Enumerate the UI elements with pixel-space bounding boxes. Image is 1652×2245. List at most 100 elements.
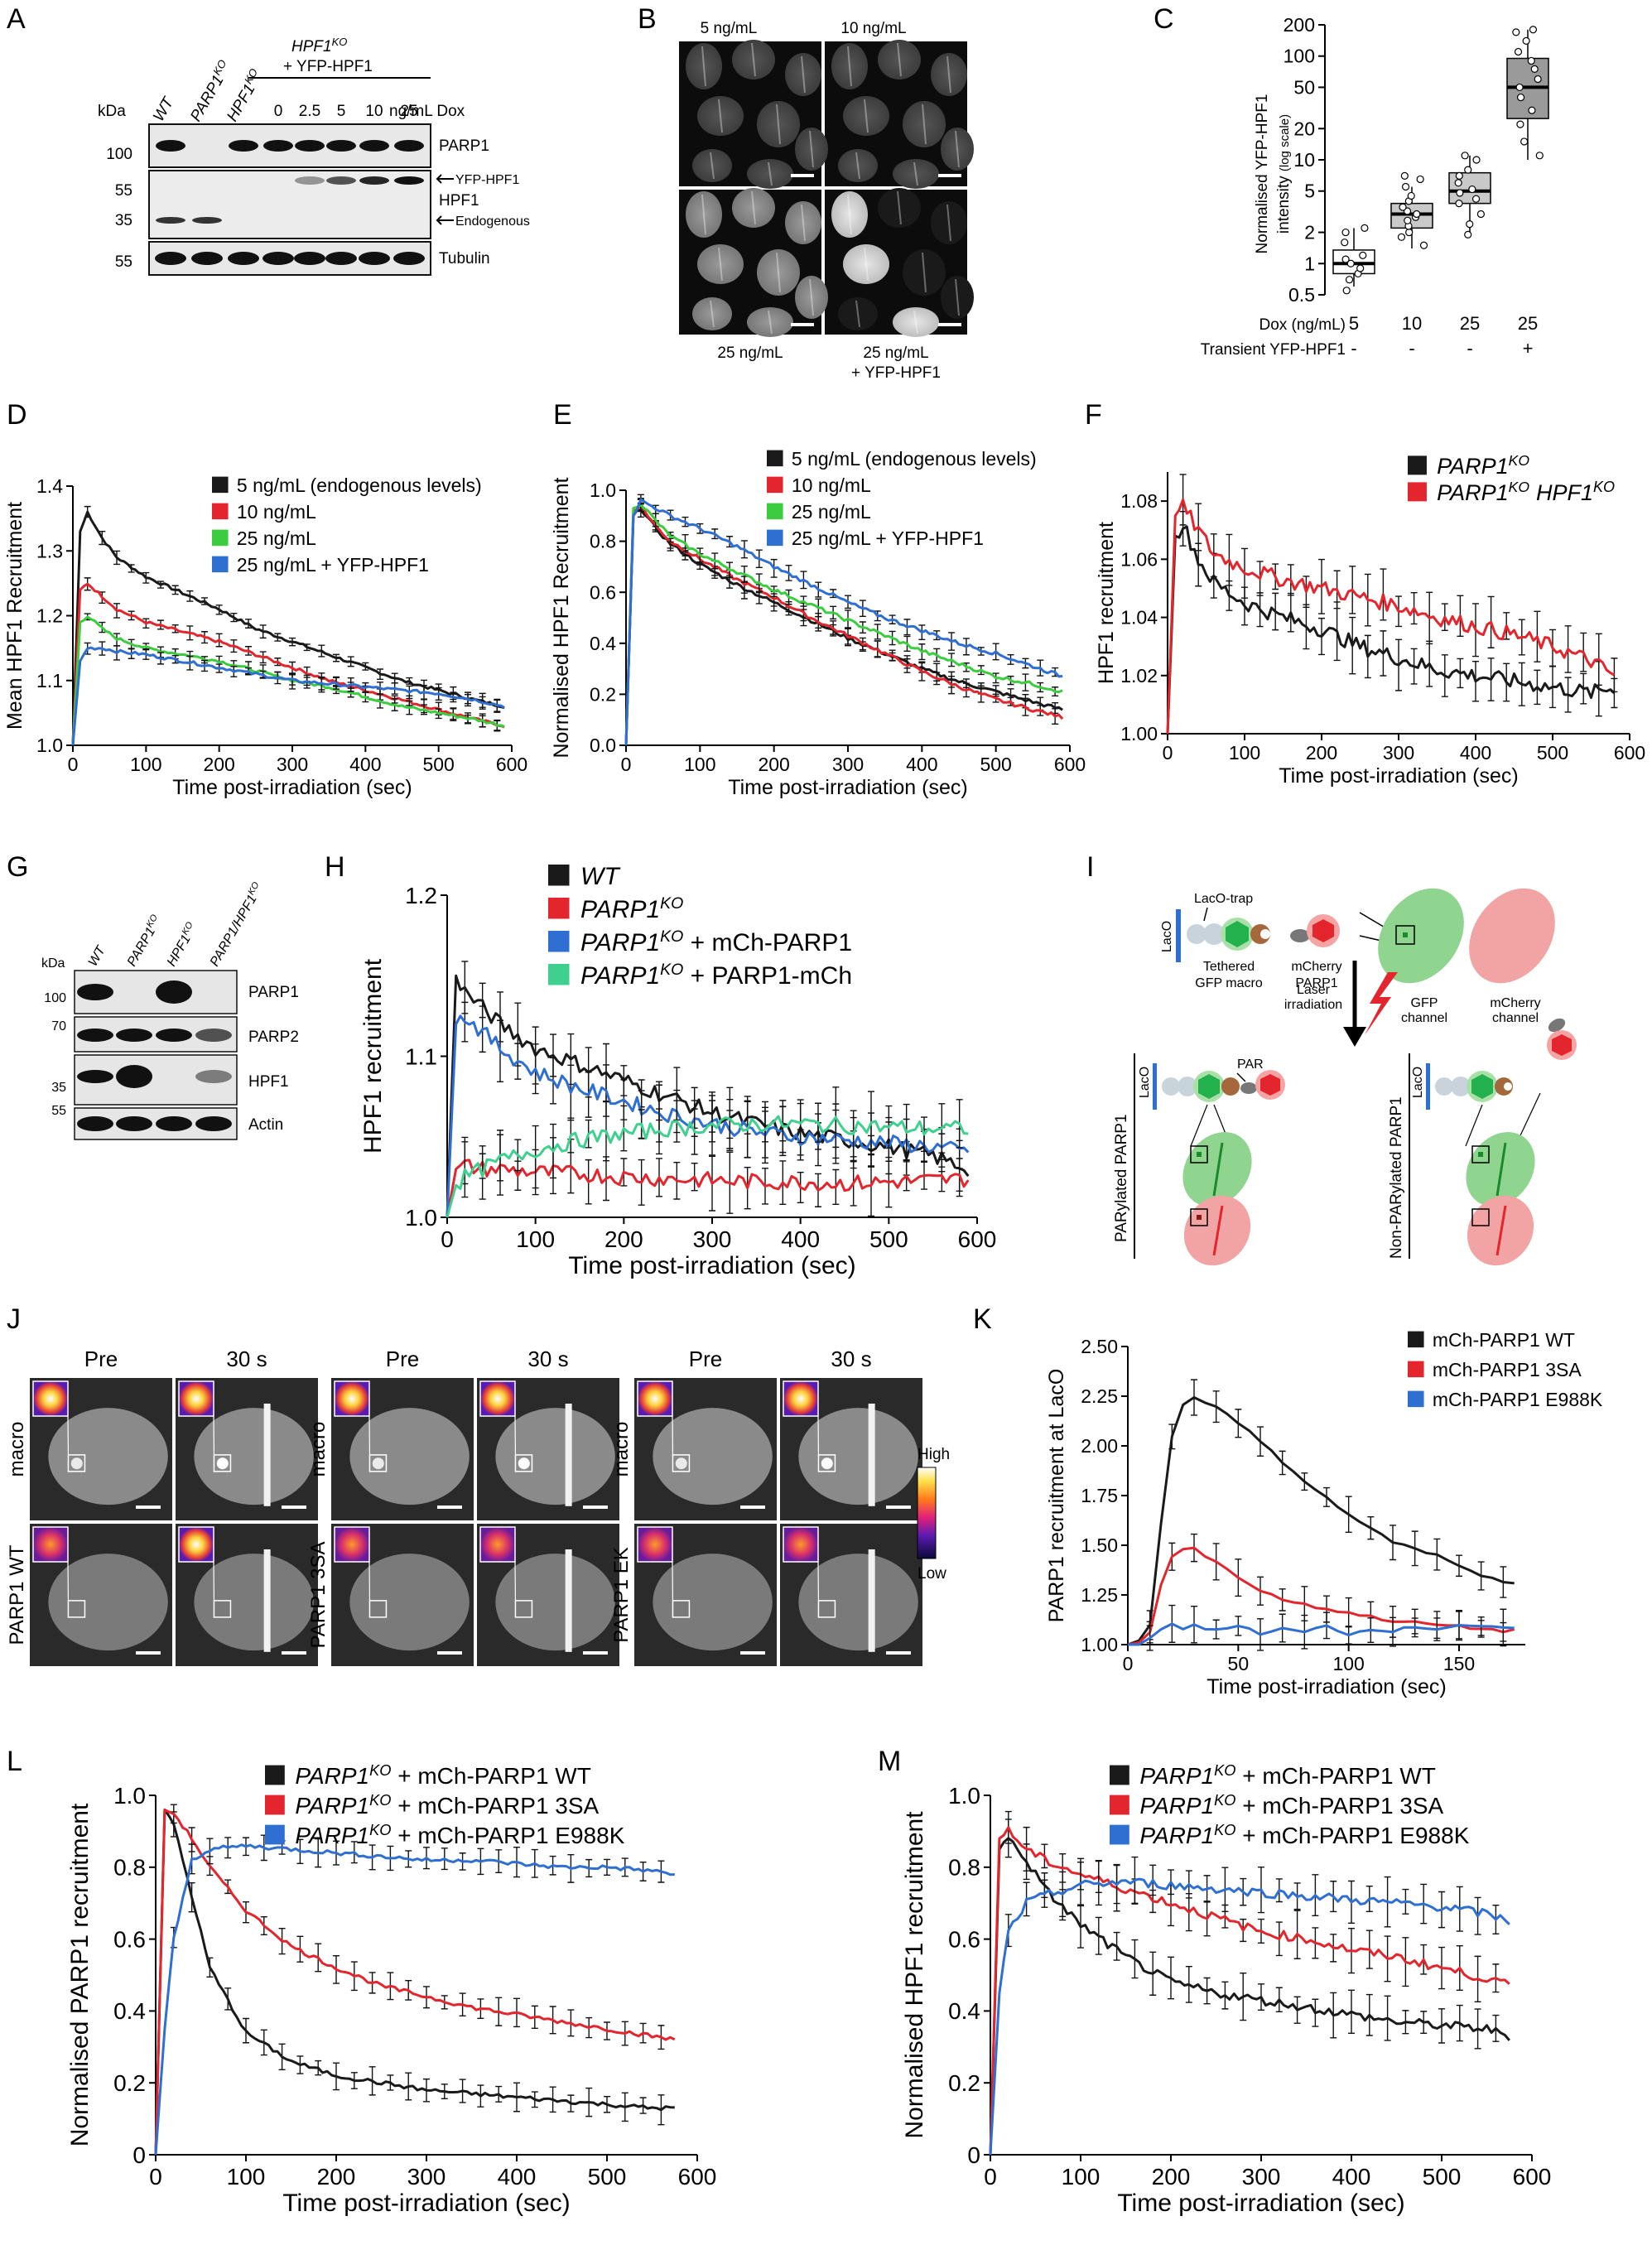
roi-box — [672, 1454, 691, 1472]
irradiation-stripe — [801, 55, 806, 94]
band — [195, 1029, 232, 1042]
scale-bar — [740, 1505, 765, 1509]
gfp-channel-label: channel — [1401, 1011, 1447, 1025]
pre-label: Pre — [689, 1347, 722, 1371]
laco-spot — [821, 1457, 833, 1470]
series-1 — [71, 577, 505, 746]
zoom-inset — [334, 1526, 370, 1563]
nucleus — [838, 297, 878, 330]
irradiation-stripe — [855, 152, 860, 180]
nucleus — [757, 249, 800, 296]
nucleus — [692, 297, 732, 330]
nucleus — [941, 128, 974, 171]
legend-swatch — [1408, 455, 1427, 475]
y-tick-label: 0 — [967, 2142, 980, 2168]
zoom-inset — [783, 1380, 819, 1417]
lut-low: Low — [918, 1565, 946, 1583]
band-parp1: PARP1 — [248, 984, 299, 1001]
x-tick-label: 100 — [684, 754, 715, 775]
mw-100: 100 — [106, 146, 132, 163]
legend-swatch — [1110, 1824, 1129, 1845]
data-point — [1400, 171, 1409, 181]
y-tick-label: 1.3 — [36, 540, 63, 561]
y-tick-label: 1.2 — [36, 605, 63, 627]
band — [156, 980, 192, 1004]
y-tick-label: 1.00 — [1081, 1634, 1118, 1655]
series-3 — [624, 494, 1063, 746]
laco-trap-label: LacO-trap — [1194, 892, 1253, 906]
series-line — [154, 1808, 675, 2156]
legend-label: mCh-PARP1 E988K — [1433, 1389, 1603, 1410]
laco-spot — [518, 1457, 530, 1470]
x-tick-label: 400 — [781, 1226, 820, 1252]
zoom-inset — [637, 1380, 673, 1417]
y-tick-label: 0 — [132, 2142, 146, 2168]
data-point — [1454, 179, 1462, 187]
nucleus — [757, 101, 800, 147]
laco-label: LacO — [1160, 921, 1174, 952]
nucleus — [831, 191, 868, 238]
x-tick-label: 100 — [130, 754, 161, 775]
irradiation-stripe — [263, 1549, 271, 1652]
legend-swatch — [548, 964, 570, 985]
band — [77, 984, 113, 1000]
label-5: 5 ng/mL — [701, 20, 758, 37]
series-line — [989, 1826, 1510, 2156]
nucleus — [48, 1554, 168, 1651]
x-tick-label: 600 — [678, 2164, 717, 2190]
x-axis-label: Time post-irradiation (sec) — [172, 776, 412, 799]
band — [326, 140, 356, 152]
x-tick-label: 50 — [1228, 1653, 1250, 1674]
gfp-label: GFP — [1411, 996, 1438, 1010]
y-tick-label: 1.75 — [1081, 1485, 1118, 1506]
nucleus — [194, 1408, 314, 1505]
irradiation-stripe — [946, 204, 951, 242]
y-axis-label: HPF1 recruitment — [1095, 522, 1118, 684]
data-point — [1356, 264, 1365, 272]
y-tick-label: 1.1 — [36, 670, 63, 691]
x-tick-label: 0 — [441, 1226, 454, 1252]
y-tick-label: 10 — [1293, 149, 1315, 171]
x-tick-label: 200 — [604, 1226, 643, 1252]
legend-label: PARP1KO + mCh-PARP1 3SA — [295, 1792, 599, 1819]
series-1 — [1166, 474, 1618, 735]
irradiation-stripe — [897, 42, 902, 77]
lane-hpf1ko: HPF1KO — [221, 66, 267, 125]
mw-35: 35 — [115, 212, 132, 229]
legend-swatch — [1408, 482, 1427, 502]
legend-swatch — [767, 529, 783, 547]
irradiation-stripe — [864, 247, 869, 282]
roi-box — [368, 1600, 388, 1618]
mw-55b: 55 — [115, 253, 132, 271]
series-2 — [154, 1834, 675, 2156]
band — [77, 1116, 113, 1131]
series-line — [989, 1837, 1510, 2156]
lane-parp1ko: PARP1KO — [123, 913, 165, 969]
y-axis-label: HPF1 recruitment — [359, 958, 387, 1154]
data-point — [1515, 83, 1524, 92]
data-point — [1472, 156, 1481, 164]
zoom-inset — [32, 1380, 69, 1417]
nucleus — [495, 1554, 615, 1651]
label-10: 10 ng/mL — [840, 20, 906, 37]
nucleus — [798, 1554, 918, 1651]
dox-category: 10 — [1402, 313, 1422, 334]
x-tick-label: 300 — [277, 754, 308, 775]
legend-swatch — [212, 556, 229, 573]
panel-a: A kDa WT PARP1KO HPF1KO HPF1KO + YFP-HPF… — [7, 3, 530, 276]
group-subtitle: + YFP-HPF1 — [283, 58, 373, 75]
x-tick-label: 500 — [1423, 2164, 1462, 2190]
transient-category: + — [1523, 338, 1534, 359]
legend-label: PARP1KO + PARP1-mCh — [580, 961, 852, 990]
parp1-label: PARP1 — [1295, 976, 1337, 990]
scale-bar — [886, 1505, 911, 1509]
row-label: PARP1 EK — [610, 1547, 633, 1643]
data-point — [1341, 255, 1350, 263]
mch-label: mCherry — [1490, 996, 1540, 1010]
box-0 — [1332, 224, 1375, 295]
data-point — [1512, 28, 1520, 36]
panel-l: L 0 100 200 300 400 500 600 0 0.2 0.4 0.6 0.8 1.0 Tim… — [7, 1746, 716, 2217]
label-25-yfp-2: + YFP-HPF1 — [851, 364, 941, 382]
series-line — [71, 615, 505, 746]
laco-label-3: LacO — [1411, 1067, 1425, 1098]
